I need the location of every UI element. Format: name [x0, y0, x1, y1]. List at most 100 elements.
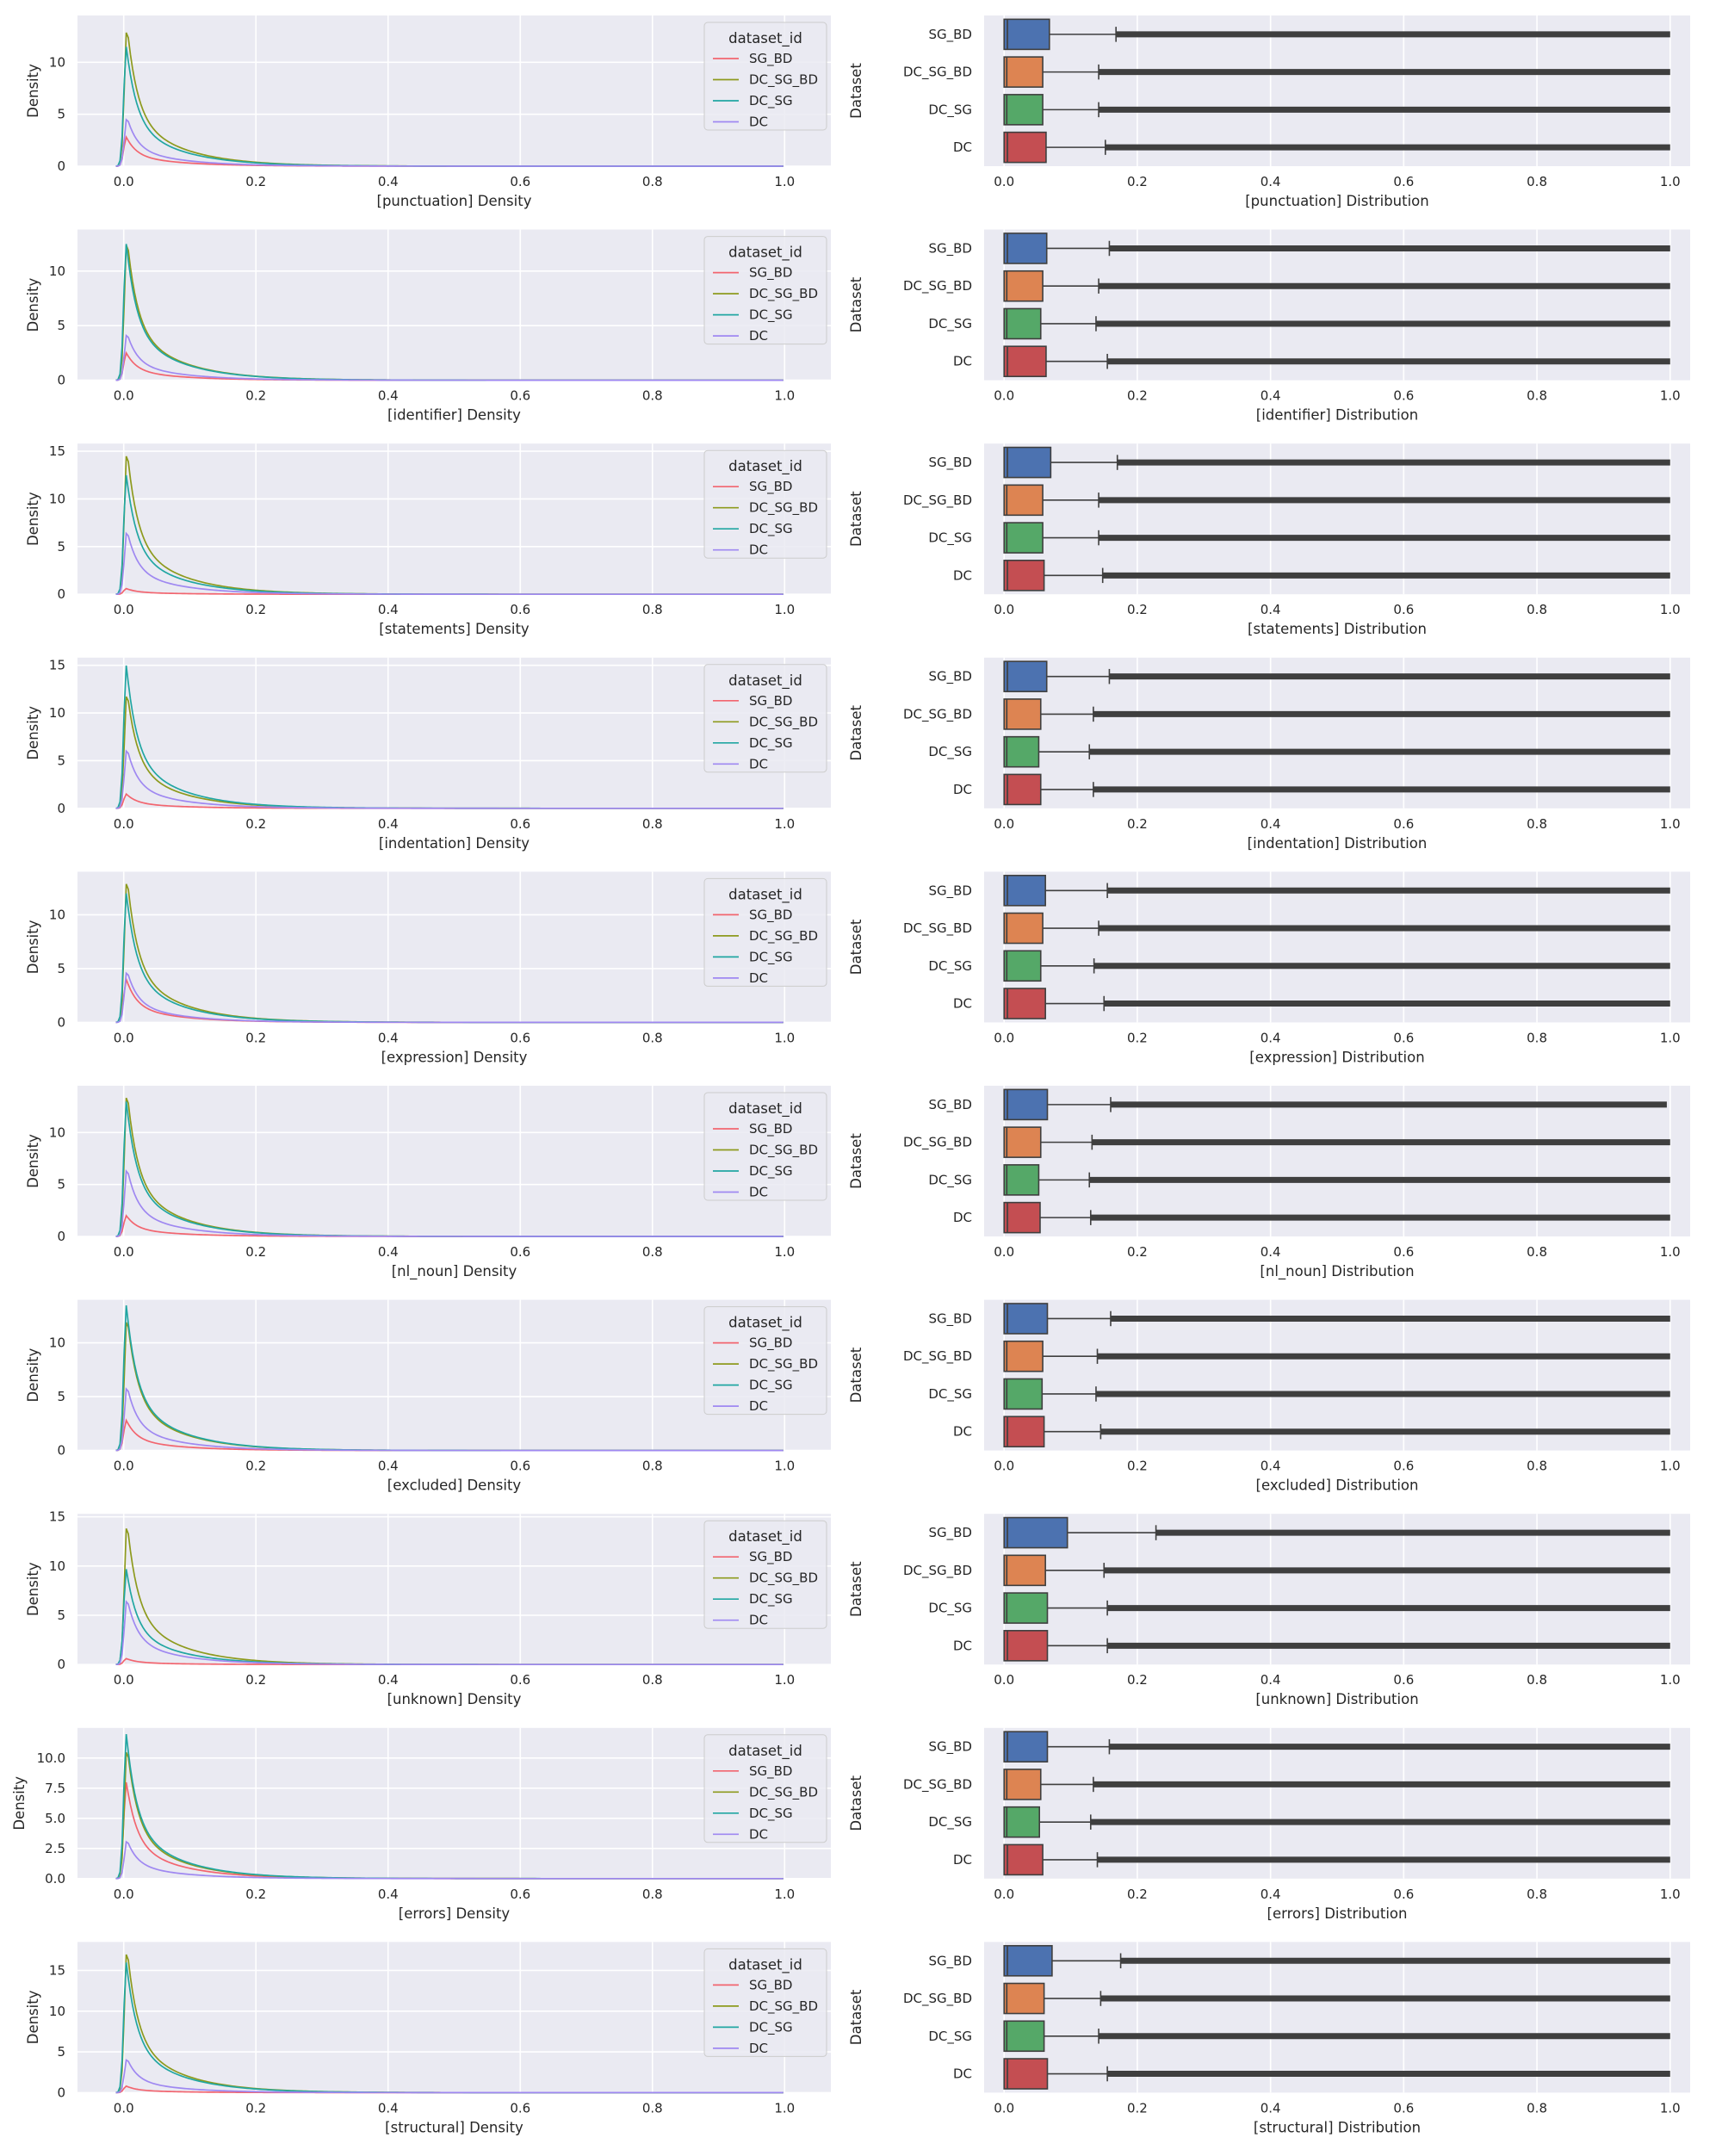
x-axis-label: [unknown] Density: [387, 1691, 522, 1707]
x-tick-label: 0.0: [994, 1672, 1014, 1688]
x-tick-label: 0.8: [642, 1886, 663, 1902]
x-axis-label: [structural] Distribution: [1254, 2119, 1421, 2135]
box-DC_SG: [1003, 522, 1044, 554]
legend-title: dataset_id: [728, 1100, 802, 1118]
box-plot-indentation: 0.0 0.2 0.4 0.6 0.8 1.0 [indentation] Distribu…: [848, 657, 1690, 852]
x-tick-label: 0.6: [510, 1030, 530, 1045]
y-tick-label: DC: [953, 354, 972, 369]
y-tick-label: 10: [49, 2004, 65, 2019]
x-tick-label: 0.8: [642, 174, 663, 189]
x-tick-label: 0.8: [642, 816, 663, 832]
y-tick-label: 7.5: [45, 1781, 65, 1796]
y-axis-label: Dataset: [848, 704, 864, 760]
x-tick-label: 0.8: [1527, 1459, 1547, 1474]
x-tick-label: 0.0: [994, 1459, 1014, 1474]
y-tick-label: 10: [49, 54, 65, 70]
x-tick-label: 0.0: [114, 602, 134, 617]
box-DC: [1003, 773, 1042, 806]
x-tick-label: 0.0: [994, 174, 1014, 189]
x-tick-label: 0.0: [994, 816, 1014, 832]
y-tick-label: SG_BD: [929, 1097, 973, 1113]
y-tick-label: SG_BD: [929, 27, 973, 43]
y-tick-label: 10: [49, 491, 65, 506]
y-tick-label: 0.0: [45, 1871, 65, 1886]
x-tick-label: 0.6: [1393, 602, 1414, 617]
box-DC_SG: [1003, 1592, 1049, 1624]
legend-label-SG_BD: SG_BD: [749, 1763, 793, 1780]
box-SG_BD: [1003, 1516, 1069, 1549]
box-DC_SG: [1003, 735, 1040, 768]
y-tick-label: 5: [57, 318, 65, 333]
y-tick-label: DC: [953, 996, 972, 1012]
legend-label-DC_SG_BD: DC_SG_BD: [749, 928, 818, 945]
x-tick-label: 0.8: [642, 1030, 663, 1045]
x-tick-label: 0.0: [994, 1886, 1014, 1902]
y-tick-label: 0: [57, 2085, 65, 2100]
y-tick-label: DC_SG_BD: [903, 1563, 972, 1579]
x-tick-label: 0.6: [510, 602, 530, 617]
x-axis-label: [punctuation] Density: [377, 193, 532, 209]
box-plot-nl_noun: 0.0 0.2 0.4 0.6 0.8 1.0 [nl_noun] Distribution…: [848, 1086, 1690, 1280]
legend-label-DC_SG_BD: DC_SG_BD: [749, 500, 818, 517]
x-tick-label: 0.4: [1261, 602, 1281, 617]
y-tick-label: DC_SG: [928, 1601, 972, 1617]
y-tick-label: DC_SG_BD: [903, 1991, 972, 2007]
y-tick-label: 0: [57, 1014, 65, 1030]
x-tick-label: 0.6: [1393, 1244, 1414, 1260]
y-tick-label: DC_SG_BD: [903, 1135, 972, 1151]
plot-background: [984, 1942, 1690, 2093]
box-DC_SG_BD: [1003, 1982, 1045, 2015]
y-tick-label: SG_BD: [929, 1953, 973, 1969]
y-tick-label: 15: [49, 658, 65, 673]
x-tick-label: 1.0: [1660, 1030, 1681, 1045]
x-tick-label: 1.0: [1660, 1672, 1681, 1688]
box-SG_BD: [1003, 660, 1048, 692]
x-tick-label: 1.0: [774, 1030, 795, 1045]
kde-line-DC: [115, 971, 784, 1024]
box-DC_SG: [1003, 1164, 1040, 1196]
legend-label-DC_SG: DC_SG: [749, 1591, 793, 1608]
y-tick-label: 0: [57, 586, 65, 602]
legend-label-DC_SG: DC_SG: [749, 1163, 793, 1180]
box-DC_SG_BD: [1003, 912, 1044, 945]
y-tick-label: 10: [49, 705, 65, 721]
x-tick-label: 1.0: [1660, 816, 1681, 832]
x-tick-label: 0.2: [1127, 816, 1148, 832]
box-plot-errors: 0.0 0.2 0.4 0.6 0.8 1.0 [errors] Distribution D…: [848, 1727, 1690, 1922]
legend-box: [703, 1734, 827, 1843]
y-tick-label: DC_SG_BD: [903, 706, 972, 722]
x-tick-label: 0.4: [378, 1459, 399, 1474]
x-tick-label: 0.2: [1127, 1886, 1148, 1902]
box-plot-unknown: 0.0 0.2 0.4 0.6 0.8 1.0 [unknown] Distribution…: [848, 1514, 1690, 1707]
x-tick-label: 0.2: [1127, 2100, 1148, 2116]
x-tick-label: 1.0: [1660, 1886, 1681, 1902]
x-tick-label: 1.0: [774, 1459, 795, 1474]
box-DC: [1003, 131, 1047, 164]
x-axis-label: [identifier] Density: [387, 407, 521, 424]
x-tick-label: 0.2: [245, 1030, 266, 1045]
x-tick-label: 1.0: [1660, 1244, 1681, 1260]
density-plot-nl_noun: 0.0 0.2 0.4 0.6 0.8 1.0 [nl_noun] Density 0 5 10 D…: [25, 1086, 831, 1280]
box-DC: [1003, 345, 1047, 378]
density-plot-structural: 0.0 0.2 0.4 0.6 0.8 1.0 [structural] Density 0 5…: [25, 1942, 831, 2135]
legend-label-SG_BD: SG_BD: [749, 51, 793, 67]
legend-label-DC: DC: [749, 542, 768, 558]
x-axis-label: [excluded] Distribution: [1256, 1478, 1419, 1494]
legend-label-DC: DC: [749, 1185, 768, 1200]
box-DC: [1003, 988, 1046, 1019]
legend-label-SG_BD: SG_BD: [749, 1977, 793, 1993]
x-tick-label: 0.8: [1527, 602, 1547, 617]
y-tick-label: SG_BD: [929, 1525, 973, 1541]
x-tick-label: 0.2: [1127, 602, 1148, 617]
x-tick-label: 0.2: [245, 1672, 266, 1688]
box-DC: [1003, 1630, 1049, 1662]
y-tick-label: 5.0: [45, 1811, 65, 1826]
y-tick-label: 0: [57, 1443, 65, 1459]
plot-background: [984, 1086, 1690, 1236]
legend-title: dataset_id: [728, 30, 802, 47]
x-tick-label: 0.2: [1127, 1030, 1148, 1045]
x-tick-label: 0.4: [378, 1244, 399, 1260]
x-axis-label: [indentation] Density: [379, 835, 530, 852]
y-tick-label: DC_SG_BD: [903, 920, 972, 937]
legend-box: [703, 1520, 827, 1629]
